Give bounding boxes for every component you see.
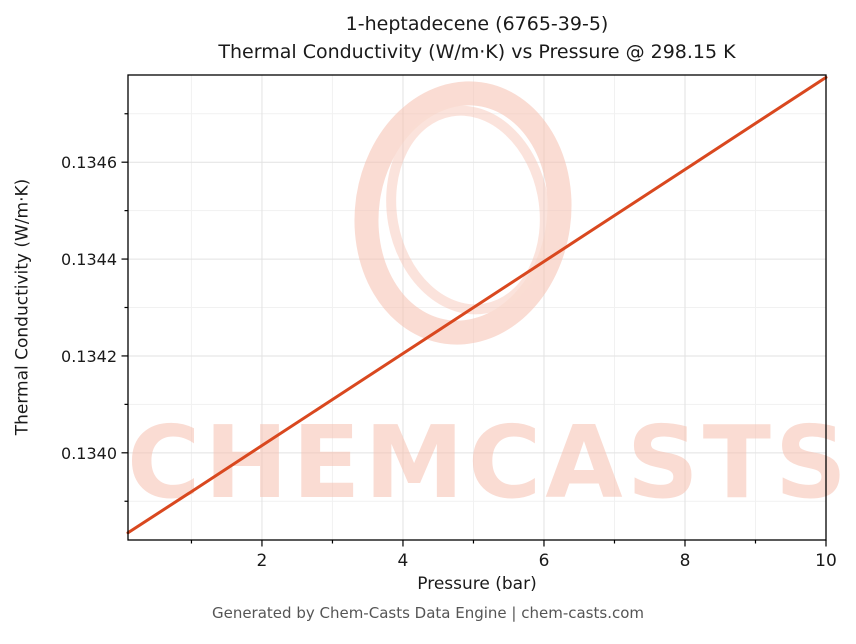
y-tick-label: 0.1340 (61, 444, 117, 463)
watermark-text: CHEMCASTS (127, 404, 851, 521)
chart-title: 1-heptadecene (6765-39-5) (345, 13, 609, 35)
axis-ticks (121, 113, 827, 547)
y-tick-label: 0.1342 (61, 347, 117, 366)
series-line (126, 75, 828, 535)
footer-text: Generated by Chem-Casts Data Engine | ch… (211, 604, 645, 622)
x-axis-label: Pressure (bar) (417, 574, 537, 594)
x-tick-label: 4 (398, 551, 409, 571)
watermark: CHEMCASTS (127, 81, 851, 521)
chart-subtitle: Thermal Conductivity (W/m·K) vs Pressure… (218, 41, 736, 63)
x-tick-label: 2 (257, 551, 268, 571)
x-tick-label: 6 (539, 551, 550, 571)
tick-labels: 2 4 6 8 10 0.1340 0.1342 0.1344 0.1346 (61, 153, 837, 571)
y-tick-label: 0.1344 (61, 250, 117, 269)
x-tick-label: 10 (815, 551, 837, 571)
y-tick-label: 0.1346 (61, 153, 117, 172)
x-tick-label: 8 (680, 551, 691, 571)
